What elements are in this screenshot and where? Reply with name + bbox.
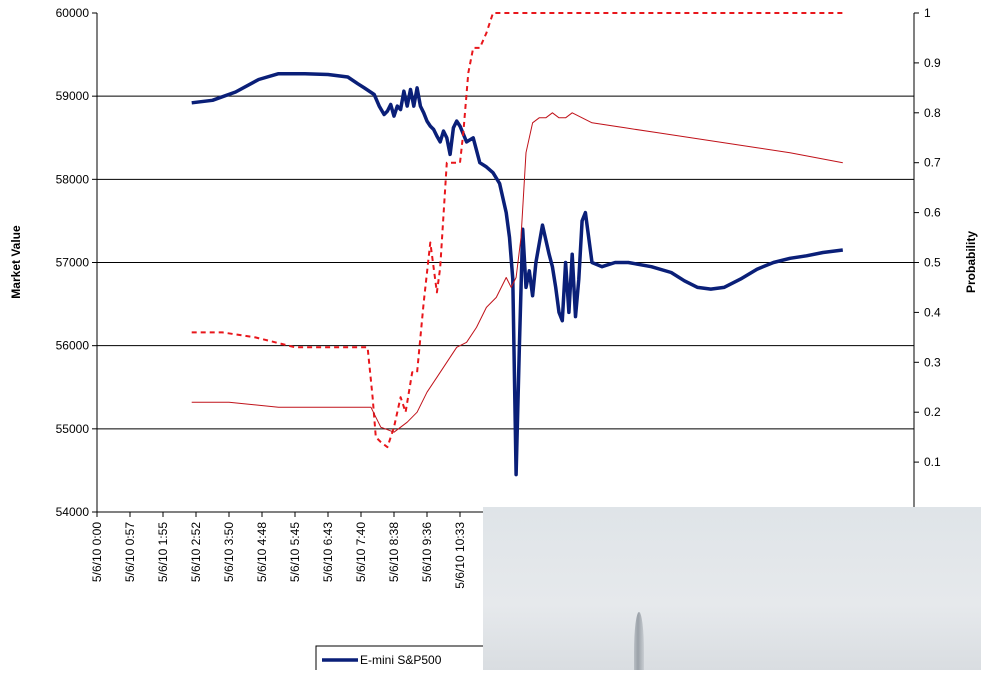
y2-tick-label: 0.6 <box>924 206 941 220</box>
legend: E-mini S&P500 <box>315 645 492 675</box>
x-tick-label: 5/6/10 0:57 <box>123 522 137 582</box>
y-tick-label: 60000 <box>56 6 90 20</box>
x-tick-label: 5/6/10 3:50 <box>222 522 236 582</box>
y-tick-label: 54000 <box>56 505 90 519</box>
legend-label: E-mini S&P500 <box>360 653 442 667</box>
photo-spire-shape <box>634 612 644 670</box>
x-tick-label: 5/6/10 9:36 <box>420 522 434 582</box>
y2-tick-label: 0.5 <box>924 256 941 270</box>
series-group <box>191 12 844 477</box>
x-tick-label: 5/6/10 1:55 <box>156 522 170 582</box>
y2-tick-label: 0.1 <box>924 455 941 469</box>
gridlines <box>97 95 914 430</box>
x-tick-label: 5/6/10 0:00 <box>90 522 104 582</box>
x-tick-label: 5/6/10 5:45 <box>288 522 302 582</box>
y-tick-label: 57000 <box>56 256 90 270</box>
x-tick-label: 5/6/10 6:43 <box>321 522 335 582</box>
y2-tick-label: 0.8 <box>924 106 941 120</box>
series-line-unnamed-2 <box>191 112 843 433</box>
x-tick-label: 5/6/10 10:33 <box>453 522 467 589</box>
y-tick-label: 56000 <box>56 339 90 353</box>
y-tick-label: 58000 <box>56 172 90 186</box>
y2-axis-title: Probability <box>964 231 978 293</box>
y2-tick-label: 0.9 <box>924 56 941 70</box>
x-tick-label: 5/6/10 4:48 <box>255 522 269 582</box>
series-line-unnamed-1 <box>191 12 843 449</box>
y2-tick-label: 0.3 <box>924 355 941 369</box>
series-line-e-mini-s-p500 <box>191 71 844 477</box>
y2-tick-label: 0.7 <box>924 156 941 170</box>
axes <box>92 12 919 517</box>
y-axis-title: Market Value <box>9 225 23 299</box>
y2-tick-label: 0.4 <box>924 305 941 319</box>
x-tick-label: 5/6/10 7:40 <box>354 522 368 582</box>
x-tick-label: 5/6/10 8:38 <box>387 522 401 582</box>
y2-tick-label: 0.2 <box>924 405 941 419</box>
y2-tick-label: 1 <box>924 6 931 20</box>
tick-labels: 54000 55000 56000 57000 58000 59000 60000 0.1 0.… <box>56 6 941 589</box>
y-tick-label: 55000 <box>56 422 90 436</box>
x-tick-label: 5/6/10 2:52 <box>189 522 203 582</box>
y-tick-label: 59000 <box>56 89 90 103</box>
overlaid-photo <box>483 507 981 670</box>
